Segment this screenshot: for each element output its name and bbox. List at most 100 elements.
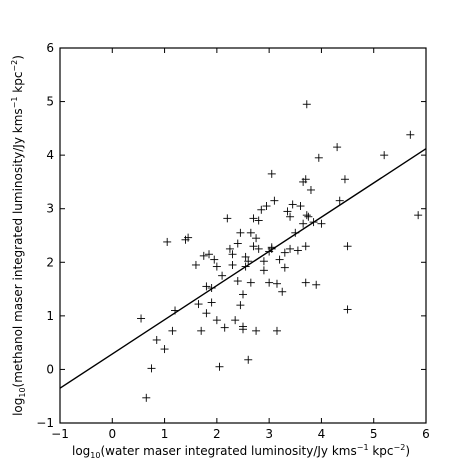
y-axis-label: log10(methanol maser integrated luminosi…	[10, 55, 27, 416]
data-point	[210, 255, 219, 264]
data-point	[202, 282, 211, 291]
data-point	[333, 143, 342, 152]
data-point	[142, 393, 151, 402]
data-point	[199, 251, 208, 260]
x-label-kpc: kpc	[369, 444, 394, 458]
data-point	[296, 202, 305, 211]
x-label-main: (water maser integrated luminosity/Jy km…	[100, 444, 356, 458]
data-point	[301, 175, 310, 184]
data-point	[239, 322, 247, 331]
data-point	[207, 298, 216, 307]
data-point	[286, 212, 295, 221]
data-point	[212, 262, 221, 271]
data-point	[152, 335, 161, 344]
x-label-end: )	[405, 444, 410, 458]
data-point	[283, 207, 292, 216]
x-label-sup1: −1	[357, 443, 369, 452]
data-point	[218, 271, 227, 280]
y-tick-label: 1	[46, 309, 54, 323]
y-label-log: log	[11, 398, 25, 416]
x-tick-label: 2	[213, 427, 221, 441]
data-point	[202, 309, 211, 318]
data-point	[233, 239, 242, 248]
data-point	[212, 316, 221, 325]
data-point	[302, 100, 311, 109]
data-point	[163, 237, 172, 246]
x-label-sup2: −2	[394, 443, 406, 452]
x-tick-label: 1	[161, 427, 169, 441]
data-point	[197, 326, 206, 335]
data-point	[299, 219, 308, 228]
data-point	[241, 252, 250, 261]
data-point	[275, 255, 284, 264]
y-label-main: (methanol maser integrated luminosity/Jy…	[11, 108, 25, 387]
y-tick-label: 5	[46, 95, 54, 109]
data-point	[302, 211, 311, 220]
data-point	[254, 244, 263, 253]
data-point	[252, 326, 261, 335]
x-axis-ticks: −1 0 1 2 3 4 5 6	[51, 48, 430, 441]
x-tick-label: 3	[265, 427, 273, 441]
data-point	[249, 242, 258, 251]
x-tick-label: 0	[108, 427, 116, 441]
y-tick-label: −1	[36, 416, 54, 430]
data-point	[280, 263, 289, 272]
y-axis-ticks: −1 0 1 2 3 4 5 6	[36, 41, 426, 430]
data-point	[312, 280, 321, 289]
x-tick-label: 5	[370, 427, 378, 441]
data-point	[280, 248, 289, 257]
data-point	[340, 175, 349, 184]
data-point	[304, 212, 313, 221]
data-point	[414, 211, 423, 220]
y-label-end: )	[11, 55, 25, 60]
y-tick-label: 6	[46, 41, 54, 55]
data-point	[252, 234, 261, 243]
data-point	[137, 314, 146, 323]
data-point	[301, 278, 310, 287]
data-point	[233, 277, 242, 286]
data-point	[236, 301, 245, 310]
data-point	[301, 242, 310, 251]
data-point	[335, 196, 344, 205]
data-point	[244, 355, 253, 364]
data-point	[205, 250, 214, 259]
y-label-sup1: −1	[10, 97, 19, 109]
x-axis-label: log10(water maser integrated luminosity/…	[72, 443, 410, 460]
data-point	[272, 326, 281, 335]
data-point	[317, 219, 326, 228]
data-point	[228, 250, 237, 259]
x-tick-label: 4	[318, 427, 326, 441]
y-label-sup2: −2	[10, 60, 19, 72]
fit-line	[59, 148, 427, 389]
data-point	[223, 214, 232, 223]
data-point	[288, 200, 297, 209]
data-point	[293, 246, 302, 255]
data-point	[278, 287, 287, 296]
data-point	[267, 169, 276, 178]
data-point	[246, 278, 255, 287]
data-point	[239, 290, 247, 299]
y-tick-label: 3	[46, 202, 54, 216]
data-point	[314, 153, 323, 162]
x-tick-label: 6	[422, 427, 430, 441]
data-point	[160, 345, 169, 354]
data-point	[380, 151, 389, 160]
data-point	[286, 244, 295, 253]
data-point	[265, 278, 274, 287]
y-tick-label: 0	[46, 362, 54, 376]
data-point	[246, 228, 255, 237]
data-point	[231, 316, 240, 325]
data-points	[137, 100, 423, 402]
data-point	[147, 364, 156, 373]
plot-frame	[59, 47, 427, 424]
y-tick-label: 4	[46, 148, 54, 162]
data-point	[236, 228, 245, 237]
data-point	[259, 257, 268, 266]
y-label-kpc: kpc	[11, 72, 25, 97]
data-point	[194, 300, 203, 309]
x-label-log: log	[72, 444, 90, 458]
data-point	[191, 260, 200, 269]
data-point	[220, 323, 229, 332]
data-point	[306, 185, 315, 194]
y-label-sub: 10	[18, 387, 27, 397]
